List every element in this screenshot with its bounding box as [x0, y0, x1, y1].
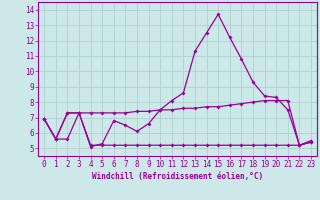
X-axis label: Windchill (Refroidissement éolien,°C): Windchill (Refroidissement éolien,°C) [92, 172, 263, 181]
